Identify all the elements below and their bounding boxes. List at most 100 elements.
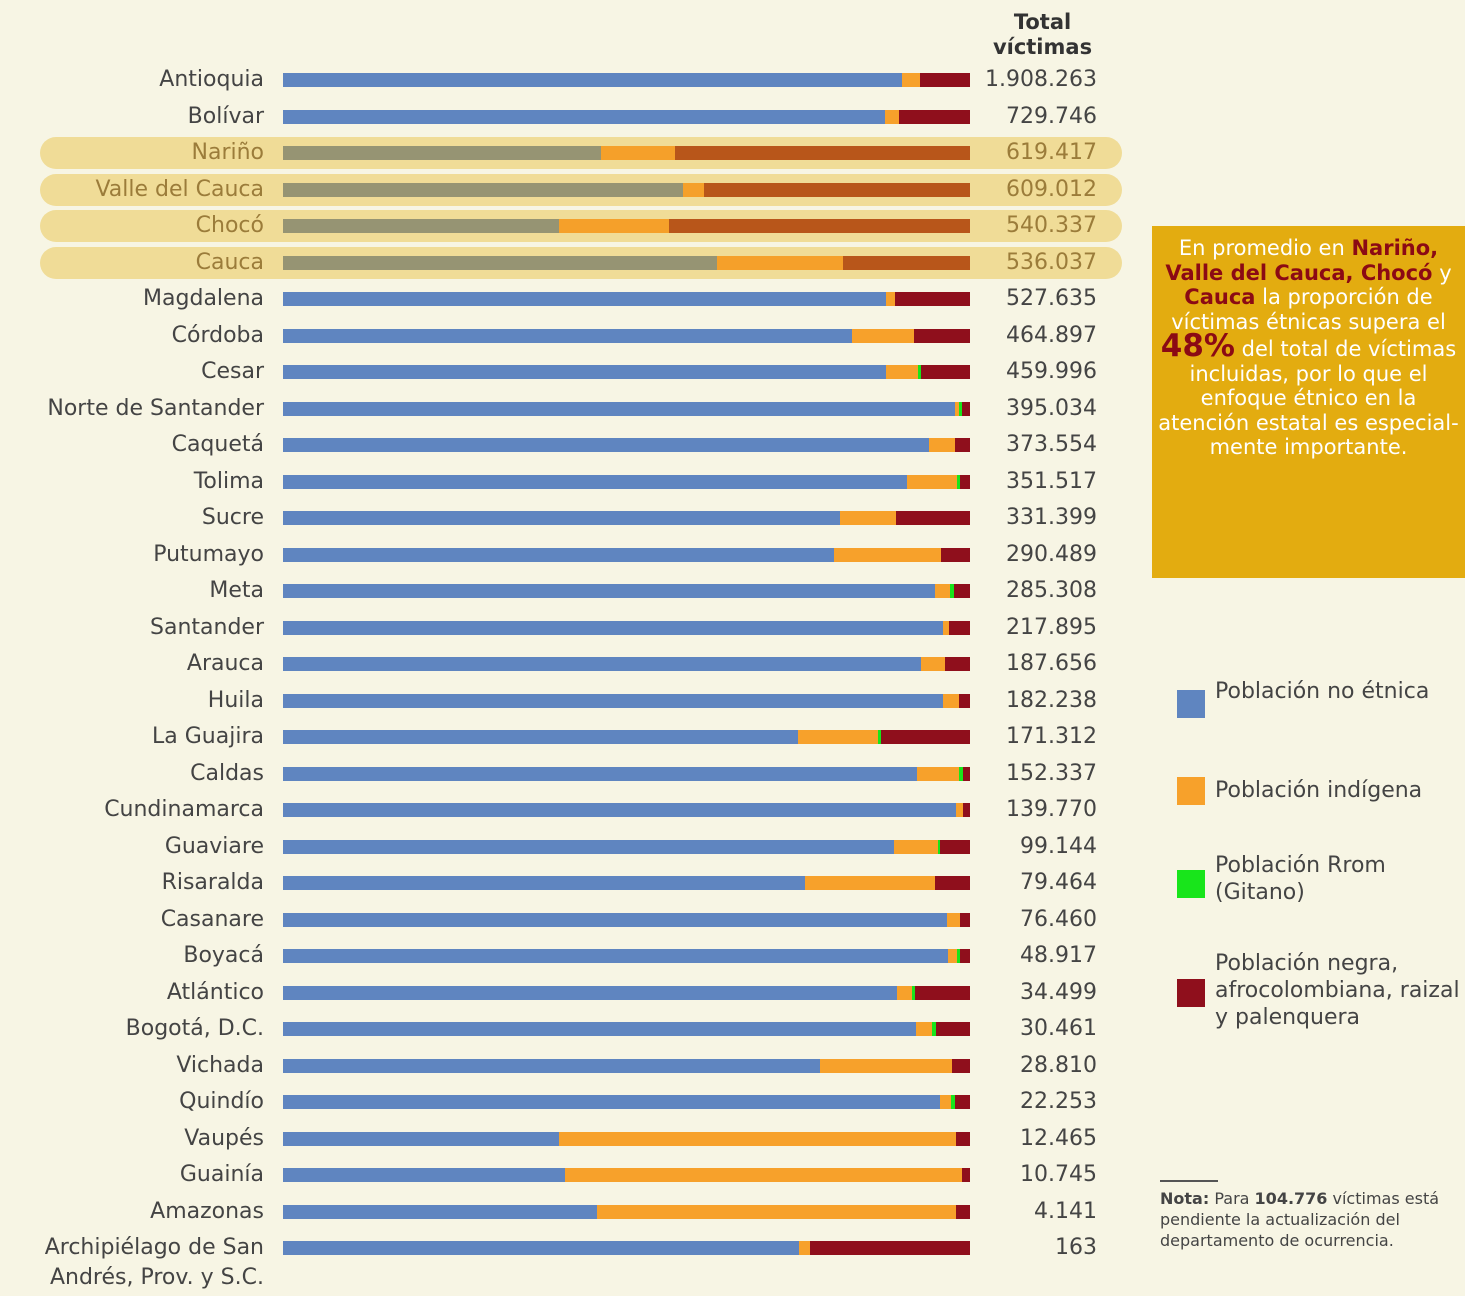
bar-segment xyxy=(921,657,946,671)
bar-segment xyxy=(798,1241,810,1255)
bar-segment xyxy=(283,1095,940,1109)
callout-text: del total de víctimas incluidas, por lo … xyxy=(1158,337,1459,459)
category-label: Quindío xyxy=(179,1089,264,1114)
category-label: Valle del Cauca xyxy=(95,176,264,202)
bar-segment xyxy=(283,876,806,890)
callout-text: Nariño, Valle del Cauca, Chocó xyxy=(1165,236,1439,285)
bar-segment xyxy=(283,511,841,525)
category-label: Arauca xyxy=(186,651,264,676)
bar-segment xyxy=(283,1022,916,1036)
bar-segment xyxy=(952,1058,970,1073)
bar-segment xyxy=(937,839,941,854)
bar-segment xyxy=(283,328,852,343)
bar-segment xyxy=(559,219,670,233)
bar-segment xyxy=(931,1022,936,1036)
bar-segment xyxy=(963,803,970,817)
bar-segment xyxy=(943,620,950,635)
bar-segment xyxy=(283,657,922,671)
bar-segment xyxy=(717,255,843,270)
bar-segment xyxy=(959,766,964,781)
total-label: 609.012 xyxy=(1006,176,1097,202)
bar-segment xyxy=(682,182,705,197)
bar-segment xyxy=(820,1058,953,1073)
total-label: 79.464 xyxy=(1020,870,1097,895)
bar-segment xyxy=(886,365,919,379)
legend-swatch xyxy=(1177,870,1205,898)
note-rule xyxy=(1160,1180,1218,1182)
category-label: Guaviare xyxy=(164,833,264,859)
bar-segment xyxy=(283,912,948,927)
bar-segment xyxy=(283,730,799,744)
bar-segment xyxy=(945,657,970,671)
bar-segment xyxy=(884,109,899,124)
bar-segment xyxy=(840,511,897,525)
total-label: 34.499 xyxy=(1020,979,1097,1005)
bar-segment xyxy=(283,73,902,87)
total-label: 459.996 xyxy=(1006,359,1097,384)
bar-segment xyxy=(798,730,878,744)
bar-segment xyxy=(283,839,894,854)
callout-text: y xyxy=(1439,260,1452,285)
category-label: Sucre xyxy=(201,505,264,530)
total-label: 290.489 xyxy=(1006,541,1097,567)
total-label: 48.917 xyxy=(1020,943,1097,968)
bar-segment xyxy=(921,365,970,379)
bar-segment xyxy=(283,219,560,233)
category-label: Santander xyxy=(150,614,264,640)
total-label: 76.460 xyxy=(1020,906,1097,932)
total-label: 10.745 xyxy=(1020,1162,1097,1187)
bar-segment xyxy=(940,839,970,854)
bar-segment xyxy=(283,985,898,1000)
bar-segment xyxy=(956,803,964,817)
total-label: 536.037 xyxy=(1006,249,1097,275)
bar-segment xyxy=(596,1204,957,1219)
total-label: 373.554 xyxy=(1006,432,1097,457)
legend-label: Población Rrom (Gitano) xyxy=(1215,853,1386,905)
bar-segment xyxy=(877,730,881,744)
bar-segment xyxy=(956,1131,970,1146)
bar-segment xyxy=(283,693,944,708)
category-label: La Guajira xyxy=(152,724,264,749)
bar-segment xyxy=(912,985,916,1000)
bar-segment xyxy=(954,438,970,452)
category-label: Caldas xyxy=(190,760,264,786)
bar-segment xyxy=(961,1168,970,1182)
bar-segment xyxy=(950,584,955,598)
legend-label: Población indígena xyxy=(1215,778,1423,803)
bar-segment xyxy=(809,1241,970,1255)
bar-segment xyxy=(601,146,676,160)
total-label: 30.461 xyxy=(1020,1016,1097,1041)
legend-swatch xyxy=(1177,690,1205,718)
bar-segment xyxy=(283,1204,597,1219)
category-label: Antioquia xyxy=(159,67,264,92)
category-label: Córdoba xyxy=(171,322,264,348)
bar-segment xyxy=(283,584,935,598)
total-label: 171.312 xyxy=(1006,724,1097,749)
total-label: 4.141 xyxy=(1034,1198,1097,1224)
bar-segment xyxy=(283,474,907,489)
category-label: Tolima xyxy=(193,468,264,494)
bar-segment xyxy=(283,438,929,452)
total-label: 99.144 xyxy=(1020,833,1097,859)
note-text: 104.776 xyxy=(1254,1189,1328,1208)
category-label: Boyacá xyxy=(183,943,264,968)
bar-segment xyxy=(283,1058,821,1073)
category-label: Huila xyxy=(207,687,264,713)
category-label: Atlántico xyxy=(166,979,264,1005)
bar-segment xyxy=(954,584,970,598)
callout-text: Cauca xyxy=(1184,285,1256,309)
note-text: Nota: xyxy=(1160,1189,1210,1208)
bar-segment xyxy=(880,730,970,744)
bar-segment xyxy=(283,766,918,781)
total-label: 182.238 xyxy=(1006,687,1097,713)
callout-text: la proporción de víctimas étnicas supera… xyxy=(1171,285,1446,334)
bar-segment xyxy=(283,146,602,160)
total-label: 395.034 xyxy=(1006,395,1097,421)
total-label: 729.746 xyxy=(1006,103,1097,129)
bar-segment xyxy=(895,292,970,306)
bar-segment xyxy=(886,292,896,306)
bar-segment xyxy=(928,438,955,452)
category-label: Archipiélago de San Andrés, Prov. y S.C. xyxy=(44,1235,264,1290)
bar-segment xyxy=(935,1022,970,1036)
total-label: 139.770 xyxy=(1006,797,1097,822)
